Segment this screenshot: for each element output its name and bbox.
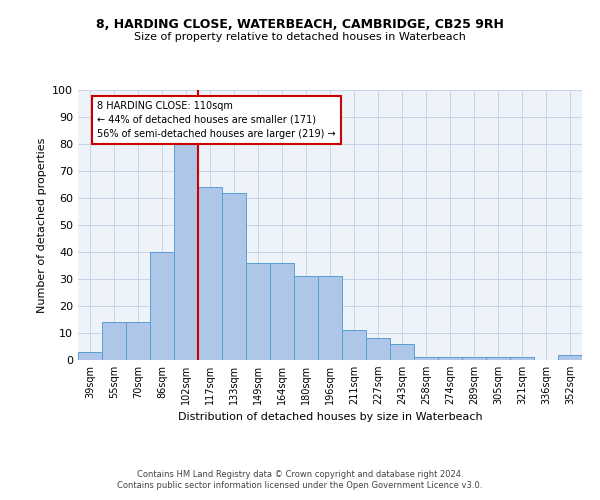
Text: Size of property relative to detached houses in Waterbeach: Size of property relative to detached ho… — [134, 32, 466, 42]
Bar — [150, 252, 174, 360]
Bar — [174, 142, 198, 360]
Bar — [510, 358, 534, 360]
Bar — [462, 358, 486, 360]
Text: 8 HARDING CLOSE: 110sqm
← 44% of detached houses are smaller (171)
56% of semi-d: 8 HARDING CLOSE: 110sqm ← 44% of detache… — [97, 101, 336, 139]
Bar — [318, 276, 342, 360]
Bar — [414, 358, 438, 360]
Bar — [486, 358, 510, 360]
Bar — [246, 263, 270, 360]
Bar — [390, 344, 414, 360]
Y-axis label: Number of detached properties: Number of detached properties — [37, 138, 47, 312]
Bar — [342, 330, 366, 360]
Text: Distribution of detached houses by size in Waterbeach: Distribution of detached houses by size … — [178, 412, 482, 422]
Bar — [558, 354, 582, 360]
Text: Contains HM Land Registry data © Crown copyright and database right 2024.: Contains HM Land Registry data © Crown c… — [137, 470, 463, 479]
Bar — [270, 263, 294, 360]
Bar — [366, 338, 390, 360]
Bar — [102, 322, 126, 360]
Bar — [222, 192, 246, 360]
Bar — [198, 187, 222, 360]
Bar — [78, 352, 102, 360]
Bar — [438, 358, 462, 360]
Text: 8, HARDING CLOSE, WATERBEACH, CAMBRIDGE, CB25 9RH: 8, HARDING CLOSE, WATERBEACH, CAMBRIDGE,… — [96, 18, 504, 30]
Bar — [126, 322, 150, 360]
Text: Contains public sector information licensed under the Open Government Licence v3: Contains public sector information licen… — [118, 481, 482, 490]
Bar — [294, 276, 318, 360]
